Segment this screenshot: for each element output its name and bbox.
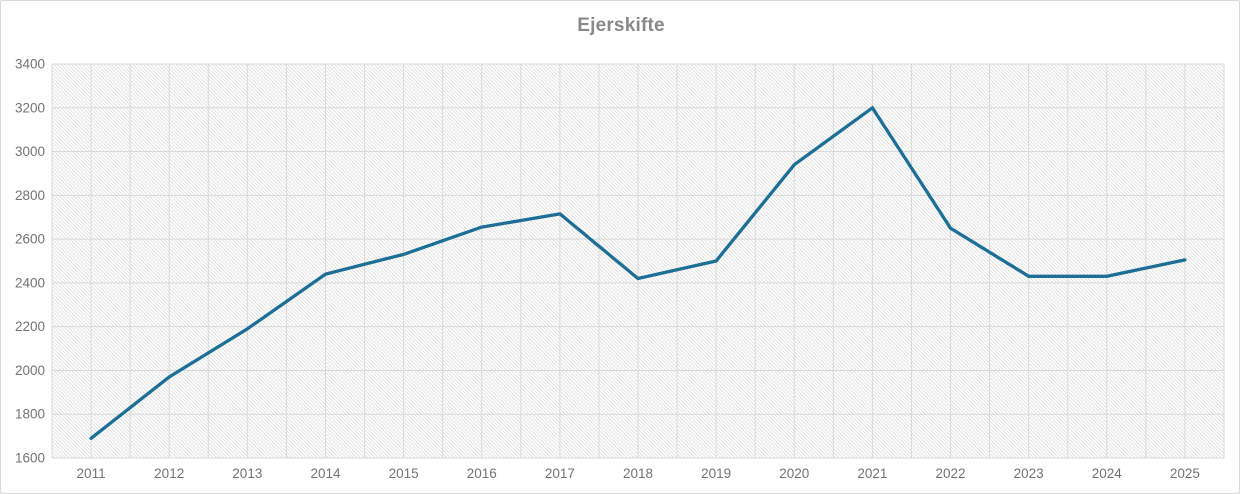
y-tick-label: 3000 [15, 144, 45, 159]
x-tick-label: 2025 [1170, 466, 1200, 481]
y-tick-label: 2600 [15, 232, 45, 247]
horizontal-gridlines [52, 63, 1224, 459]
x-tick-label: 2016 [467, 466, 497, 481]
x-tick-label: 2011 [77, 466, 106, 481]
y-tick-label: 2400 [15, 275, 45, 290]
x-tick-label: 2012 [154, 466, 184, 481]
x-tick-label: 2017 [545, 466, 575, 481]
series-line [89, 105, 1187, 440]
x-tick-label: 2013 [232, 466, 262, 481]
x-tick-label: 2022 [936, 466, 966, 481]
x-axis-labels: 2011 2012 2013 2014 2015 2016 2017 2018 2019 2020… [77, 466, 1200, 481]
x-tick-label: 2015 [389, 466, 419, 481]
y-tick-label: 2800 [15, 188, 45, 203]
x-tick-label: 2018 [623, 466, 653, 481]
y-tick-label: 1600 [15, 451, 45, 466]
x-tick-label: 2024 [1092, 466, 1123, 481]
x-tick-label: 2014 [310, 466, 341, 481]
y-axis-labels: 1600 1800 2000 2200 2400 2600 2800 3000 3200 3400 [15, 57, 45, 466]
y-tick-label: 3400 [15, 57, 45, 72]
chart-title: Ejerskifte [577, 15, 665, 36]
x-tick-label: 2023 [1014, 466, 1044, 481]
x-tick-label: 2020 [779, 466, 809, 481]
x-tick-label: 2019 [701, 466, 731, 481]
y-tick-label: 1800 [15, 407, 45, 422]
y-tick-label: 2000 [15, 363, 45, 378]
x-tick-label: 2021 [857, 466, 887, 481]
y-tick-label: 2200 [15, 319, 45, 334]
vertical-gridlines [51, 64, 1225, 458]
y-tick-label: 3200 [15, 100, 45, 115]
